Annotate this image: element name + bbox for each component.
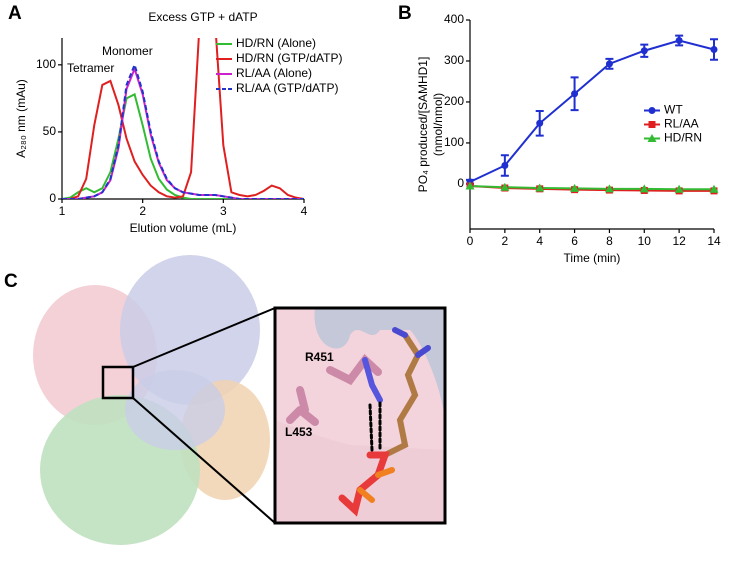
chart-title: Excess GTP + dATP [148,10,257,24]
y-tick-label: 300 [444,53,464,67]
legend-marker [648,121,656,128]
marker [709,184,719,193]
legend-marker [647,134,657,142]
x-tick-label: 14 [707,234,721,248]
legend-label: HD/RN (GTP/dATP) [236,51,342,65]
marker [710,46,718,54]
legend-label: WT [664,103,683,117]
x-tick-label: 0 [467,234,474,248]
residue-label: R451 [305,350,334,364]
panel-label: B [398,3,412,24]
series-line [62,38,304,199]
panel-label: A [8,3,22,24]
plot-area [469,39,715,192]
legend-marker [648,107,656,114]
x-tick-label: 2 [139,204,146,218]
x-tick-label: 8 [606,234,613,248]
x-tick-label: 1 [59,204,66,218]
marker [500,182,510,191]
marker [571,90,579,98]
legend-label: RL/AA (GTP/dATP) [236,81,338,95]
x-tick-label: 4 [301,204,308,218]
series-line [62,61,304,199]
series-line [62,92,304,199]
marker [639,184,649,193]
structure-image: R451 L453 [33,255,447,545]
marker [604,184,614,193]
x-tick-label: 6 [571,234,578,248]
x-tick-label: 10 [638,234,652,248]
x-tick-label: 12 [672,234,686,248]
series-line [469,39,715,183]
y-tick-label: 400 [444,12,464,26]
y-tick-label: 0 [49,191,56,205]
x-tick-label: 4 [536,234,543,248]
annotation: Monomer [102,44,153,58]
y-tick-label: 0 [457,176,464,190]
y-axis-label: (nmol/nmol) [431,93,445,156]
series-line [469,184,714,191]
plot-area [62,38,304,199]
x-tick-label: 3 [220,204,227,218]
legend-label: HD/RN [664,131,702,145]
x-axis-label: Elution volume (mL) [130,221,237,235]
y-tick-label: 100 [444,135,464,149]
marker [674,184,684,193]
legend-label: HD/RN (Alone) [236,36,316,50]
panel-label: C [4,271,18,292]
x-tick-label: 2 [502,234,509,248]
legend-label: RL/AA [664,117,699,131]
marker [675,36,683,44]
y-tick-label: 100 [36,57,56,71]
y-tick-label: 200 [444,94,464,108]
annotation: Tetramer [67,61,114,75]
marker [536,119,544,127]
y-axis-label: A₂₈₀ nm (mAu) [14,79,28,158]
y-axis-label: PO₄ produced/[SAMHD1] [416,57,430,193]
y-tick-label: 50 [43,124,57,138]
marker [465,181,475,190]
x-axis-label: Time (min) [564,251,621,265]
marker [605,60,613,68]
marker [535,183,545,192]
marker [501,161,509,169]
legend-label: RL/AA (Alone) [236,66,312,80]
residue-label: L453 [285,425,313,439]
marker [570,183,580,192]
marker [640,47,648,55]
